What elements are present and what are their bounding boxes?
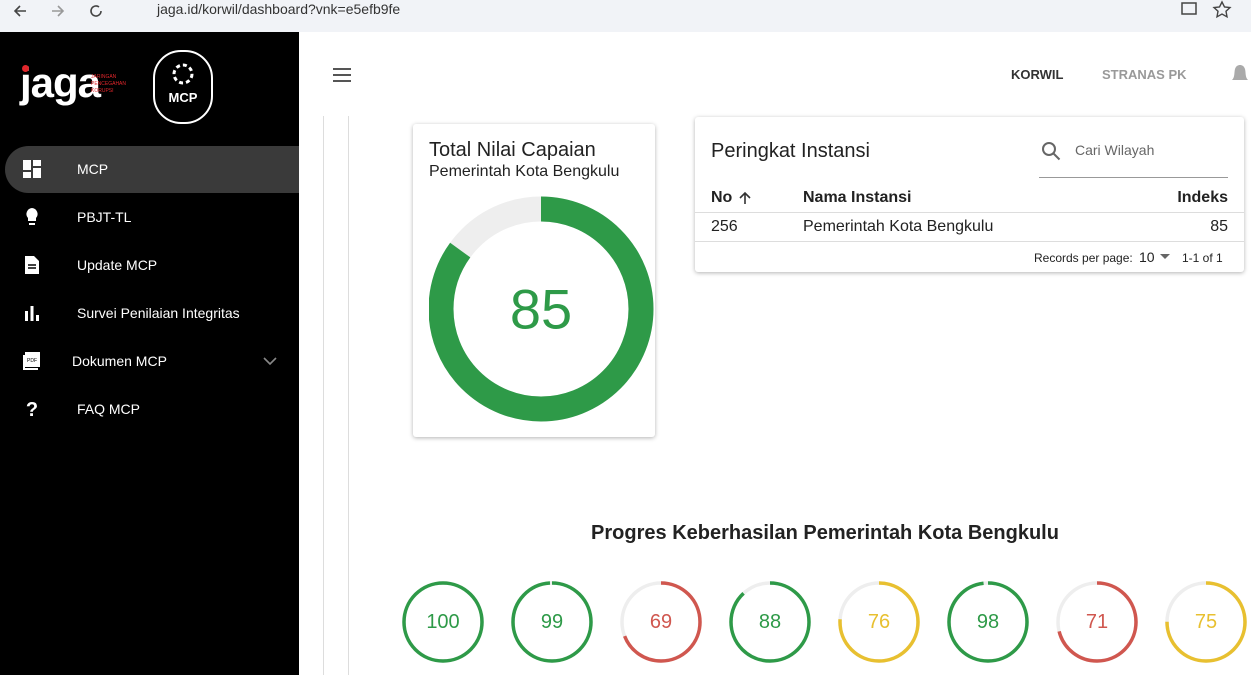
logo-dot bbox=[22, 65, 29, 72]
progress-arc bbox=[402, 581, 484, 663]
page-range: 1-1 of 1 bbox=[1182, 251, 1223, 265]
progress-value: 71 bbox=[1086, 611, 1108, 633]
cell: 85 bbox=[1210, 218, 1228, 235]
card-title: Total Nilai Capaian bbox=[429, 139, 596, 161]
browser-actions[interactable] bbox=[1180, 0, 1240, 20]
score-value: 85 bbox=[510, 278, 572, 341]
svg-text:?: ? bbox=[26, 399, 38, 419]
score-card: Total Nilai Capaian Pemerintah Kota Beng… bbox=[413, 124, 655, 437]
hamburger[interactable] bbox=[332, 67, 352, 83]
score-arc bbox=[429, 196, 654, 422]
menu-item[interactable]: ? FAQ MCP bbox=[0, 386, 299, 433]
dropdown-arrow[interactable] bbox=[1160, 254, 1170, 260]
score-gauge: 85 bbox=[429, 196, 654, 422]
progress-value: 88 bbox=[759, 611, 781, 633]
menu-label: Update MCP bbox=[77, 257, 158, 273]
progress-value: 75 bbox=[1195, 611, 1217, 633]
menu-label: FAQ MCP bbox=[77, 401, 141, 417]
sidebar: jaga JARINGAN PENCEGAHAN KORUPSI MCP MCP PB… bbox=[0, 32, 299, 675]
menu-item[interactable]: PDF Dokumen MCP bbox=[0, 338, 299, 385]
progress-value: 99 bbox=[541, 611, 563, 633]
progress-arc bbox=[511, 581, 593, 663]
progress-gauges: 100 99 69 88 76 98 71 75 bbox=[402, 581, 1247, 663]
card-subtitle: Pemerintah Kota Bengkulu bbox=[429, 163, 620, 180]
badge-text: MCP bbox=[168, 90, 198, 105]
menu-icon: ? bbox=[26, 399, 38, 419]
divider bbox=[323, 116, 324, 675]
badge-icon bbox=[172, 63, 194, 85]
progress-arc bbox=[947, 581, 1029, 663]
menu-item[interactable]: Update MCP bbox=[0, 242, 299, 289]
tagline-line: JARINGAN bbox=[91, 74, 117, 80]
progress-value: 76 bbox=[868, 611, 890, 633]
row-divider bbox=[695, 212, 1244, 213]
app-header: KORWIL STRANAS PK bbox=[299, 32, 1251, 116]
progress-arc bbox=[1165, 581, 1247, 663]
progress-value: 100 bbox=[426, 611, 459, 633]
rows-per-page-label: Records per page: bbox=[1034, 251, 1133, 265]
menu-label: Dokumen MCP bbox=[72, 353, 167, 369]
svg-text:PDF: PDF bbox=[27, 358, 37, 364]
progress-value: 69 bbox=[650, 611, 672, 633]
menu-item[interactable]: Survei Penilaian Integritas bbox=[0, 290, 299, 337]
progress-value: 98 bbox=[977, 611, 999, 633]
url[interactable]: jaga.id/korwil/dashboard?vnk=e5efb9fe bbox=[157, 1, 401, 17]
menu-icon bbox=[25, 306, 39, 321]
column-header[interactable]: Indeks bbox=[1177, 189, 1228, 206]
nav-item[interactable]: STRANAS PK bbox=[1102, 67, 1187, 82]
menu-icon bbox=[26, 208, 38, 225]
card-title: Peringkat Instansi bbox=[711, 140, 870, 162]
logo-tagline: JARINGAN PENCEGAHAN KORUPSI bbox=[91, 74, 126, 95]
sort-icon[interactable] bbox=[738, 191, 752, 205]
menu-item[interactable]: MCP bbox=[5, 146, 299, 193]
progress-arc bbox=[729, 581, 811, 663]
menu-label: Survei Penilaian Integritas bbox=[77, 305, 240, 321]
tagline-line: KORUPSI bbox=[91, 88, 114, 94]
browser-bar: jaga.id/korwil/dashboard?vnk=e5efb9fe bbox=[0, 0, 1251, 32]
menu-item[interactable]: PBJT-TL bbox=[0, 194, 299, 241]
menu-label: MCP bbox=[77, 161, 109, 177]
progress-title-text: Progres Keberhasilan Pemerintah Kota Ben… bbox=[591, 522, 1059, 544]
menu-label: PBJT-TL bbox=[77, 209, 132, 225]
menu-icon bbox=[23, 160, 41, 178]
menu-icon: PDF bbox=[23, 352, 40, 370]
progress-title: Progres Keberhasilan Pemerintah Kota Ben… bbox=[349, 522, 1251, 545]
progress-arc bbox=[838, 581, 920, 663]
tagline-line: PENCEGAHAN bbox=[91, 81, 127, 87]
progress-arc bbox=[1056, 581, 1138, 663]
cell: Pemerintah Kota Bengkulu bbox=[803, 218, 994, 235]
menu-icon bbox=[25, 256, 39, 274]
column-header[interactable]: Nama Instansi bbox=[803, 189, 912, 206]
progress-arc bbox=[620, 581, 702, 663]
ranking-card: Peringkat Instansi Cari Wilayah No Nama … bbox=[695, 117, 1244, 272]
mcp-badge: MCP bbox=[153, 50, 213, 124]
divider bbox=[348, 116, 349, 675]
column-header[interactable]: No bbox=[711, 189, 733, 206]
search-input[interactable]: Cari Wilayah bbox=[1075, 142, 1155, 158]
search-icon bbox=[1042, 142, 1061, 161]
nav-item[interactable]: KORWIL bbox=[1011, 67, 1064, 82]
row-divider bbox=[695, 241, 1244, 242]
logo-brand: jaga bbox=[20, 59, 101, 106]
cell: 256 bbox=[711, 218, 738, 235]
search-underline bbox=[1039, 177, 1228, 178]
rows-per-page[interactable]: 10 bbox=[1139, 249, 1155, 265]
browser-controls[interactable] bbox=[10, 2, 130, 22]
bell[interactable] bbox=[1229, 60, 1251, 88]
expand-icon bbox=[263, 357, 277, 366]
